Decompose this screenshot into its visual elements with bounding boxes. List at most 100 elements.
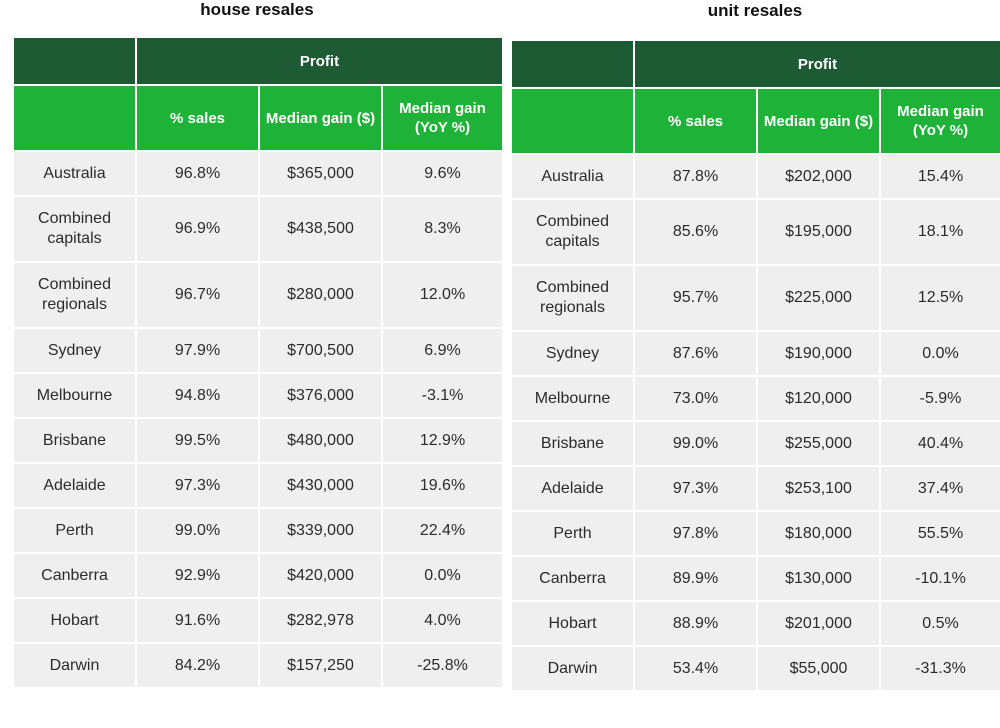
house-resales-table: Profit % sales Median gain ($) Median ga… xyxy=(12,36,505,689)
sales-percent-cell: 73.0% xyxy=(633,375,758,422)
empty-corner-cell xyxy=(510,39,635,89)
house-resales-panel: house resales Profit % sales Median gain… xyxy=(12,0,505,689)
sales-percent-cell: 89.9% xyxy=(633,555,758,602)
sales-percent-cell: 96.8% xyxy=(135,150,260,197)
region-name-cell: Brisbane xyxy=(510,420,635,467)
region-name-cell: Combined regionals xyxy=(510,264,635,332)
table-row: Brisbane 99.5% $480,000 12.9% xyxy=(12,417,505,464)
empty-header-cell xyxy=(510,87,635,155)
region-name-cell: Adelaide xyxy=(510,465,635,512)
region-name-cell: Perth xyxy=(510,510,635,557)
median-gain-yoy-cell: 4.0% xyxy=(380,597,505,644)
sales-percent-cell: 87.8% xyxy=(633,153,758,200)
panel-title: house resales xyxy=(200,0,314,19)
median-gain-yoy-cell: 0.0% xyxy=(878,330,1000,377)
median-gain-cell: $376,000 xyxy=(258,372,383,419)
region-name-cell: Darwin xyxy=(12,642,137,689)
sales-percent-cell: 84.2% xyxy=(135,642,260,689)
median-gain-cell: $190,000 xyxy=(756,330,881,377)
median-gain-cell: $55,000 xyxy=(756,645,881,692)
median-gain-yoy-cell: 22.4% xyxy=(380,507,505,554)
median-gain-yoy-cell: 9.6% xyxy=(380,150,505,197)
median-gain-yoy-cell: 40.4% xyxy=(878,420,1000,467)
region-name-cell: Combined capitals xyxy=(510,198,635,266)
table-row: Combined regionals 96.7% $280,000 12.0% xyxy=(12,261,505,329)
median-gain-yoy-cell: 6.9% xyxy=(380,327,505,374)
table-row: Adelaide 97.3% $430,000 19.6% xyxy=(12,462,505,509)
column-header-median-gain: Median gain ($) xyxy=(756,87,881,155)
unit-resales-panel: unit resales Profit % sales Median gain … xyxy=(510,0,1000,692)
median-gain-cell: $157,250 xyxy=(258,642,383,689)
column-header-median-gain-yoy: Median gain (YoY %) xyxy=(380,84,505,152)
region-name-cell: Canberra xyxy=(510,555,635,602)
region-name-cell: Combined regionals xyxy=(12,261,137,329)
median-gain-yoy-cell: 37.4% xyxy=(878,465,1000,512)
column-header-sales: % sales xyxy=(135,84,260,152)
table-row: Combined capitals 85.6% $195,000 18.1% xyxy=(510,198,1000,266)
median-gain-cell: $253,100 xyxy=(756,465,881,512)
median-gain-cell: $201,000 xyxy=(756,600,881,647)
median-gain-yoy-cell: -10.1% xyxy=(878,555,1000,602)
table-row: Darwin 84.2% $157,250 -25.8% xyxy=(12,642,505,689)
region-name-cell: Brisbane xyxy=(12,417,137,464)
column-header-row: % sales Median gain ($) Median gain (YoY… xyxy=(510,87,1000,155)
table-row: Combined regionals 95.7% $225,000 12.5% xyxy=(510,264,1000,332)
median-gain-cell: $365,000 xyxy=(258,150,383,197)
median-gain-yoy-cell: 55.5% xyxy=(878,510,1000,557)
table-row: Australia 87.8% $202,000 15.4% xyxy=(510,153,1000,200)
median-gain-cell: $225,000 xyxy=(756,264,881,332)
table-row: Adelaide 97.3% $253,100 37.4% xyxy=(510,465,1000,512)
column-header-sales: % sales xyxy=(633,87,758,155)
table-row: Combined capitals 96.9% $438,500 8.3% xyxy=(12,195,505,263)
sales-percent-cell: 96.7% xyxy=(135,261,260,329)
median-gain-cell: $430,000 xyxy=(258,462,383,509)
sales-percent-cell: 99.0% xyxy=(633,420,758,467)
median-gain-yoy-cell: 18.1% xyxy=(878,198,1000,266)
median-gain-cell: $120,000 xyxy=(756,375,881,422)
median-gain-cell: $282,978 xyxy=(258,597,383,644)
median-gain-cell: $480,000 xyxy=(258,417,383,464)
median-gain-yoy-cell: 0.5% xyxy=(878,600,1000,647)
median-gain-yoy-cell: 12.0% xyxy=(380,261,505,329)
unit-resales-table: Profit % sales Median gain ($) Median ga… xyxy=(510,39,1000,692)
median-gain-cell: $130,000 xyxy=(756,555,881,602)
sales-percent-cell: 97.3% xyxy=(633,465,758,512)
region-name-cell: Melbourne xyxy=(510,375,635,422)
column-header-median-gain-yoy: Median gain (YoY %) xyxy=(878,87,1000,155)
region-name-cell: Melbourne xyxy=(12,372,137,419)
median-gain-cell: $700,500 xyxy=(258,327,383,374)
sales-percent-cell: 96.9% xyxy=(135,195,260,263)
sales-percent-cell: 99.0% xyxy=(135,507,260,554)
median-gain-yoy-cell: 15.4% xyxy=(878,153,1000,200)
empty-header-cell xyxy=(12,84,137,152)
table-row: Canberra 92.9% $420,000 0.0% xyxy=(12,552,505,599)
table-body: Australia 87.8% $202,000 15.4% Combined capi… xyxy=(510,153,1000,692)
median-gain-yoy-cell: 19.6% xyxy=(380,462,505,509)
sales-percent-cell: 97.8% xyxy=(633,510,758,557)
region-name-cell: Sydney xyxy=(12,327,137,374)
table-row: Hobart 91.6% $282,978 4.0% xyxy=(12,597,505,644)
region-name-cell: Adelaide xyxy=(12,462,137,509)
profit-group-header: Profit xyxy=(134,36,505,86)
column-header-median-gain: Median gain ($) xyxy=(258,84,383,152)
median-gain-yoy-cell: 0.0% xyxy=(380,552,505,599)
sales-percent-cell: 53.4% xyxy=(633,645,758,692)
sales-percent-cell: 85.6% xyxy=(633,198,758,266)
region-name-cell: Hobart xyxy=(12,597,137,644)
table-body: Australia 96.8% $365,000 9.6% Combined capit… xyxy=(12,150,505,689)
empty-corner-cell xyxy=(12,36,137,86)
profit-group-header: Profit xyxy=(632,39,1000,89)
region-name-cell: Hobart xyxy=(510,600,635,647)
region-name-cell: Australia xyxy=(12,150,137,197)
group-header-row: Profit xyxy=(12,36,505,86)
table-row: Sydney 87.6% $190,000 0.0% xyxy=(510,330,1000,377)
median-gain-yoy-cell: 12.5% xyxy=(878,264,1000,332)
region-name-cell: Perth xyxy=(12,507,137,554)
median-gain-yoy-cell: -3.1% xyxy=(380,372,505,419)
table-row: Brisbane 99.0% $255,000 40.4% xyxy=(510,420,1000,467)
region-name-cell: Canberra xyxy=(12,552,137,599)
median-gain-cell: $420,000 xyxy=(258,552,383,599)
median-gain-cell: $202,000 xyxy=(756,153,881,200)
table-row: Canberra 89.9% $130,000 -10.1% xyxy=(510,555,1000,602)
median-gain-yoy-cell: -5.9% xyxy=(878,375,1000,422)
